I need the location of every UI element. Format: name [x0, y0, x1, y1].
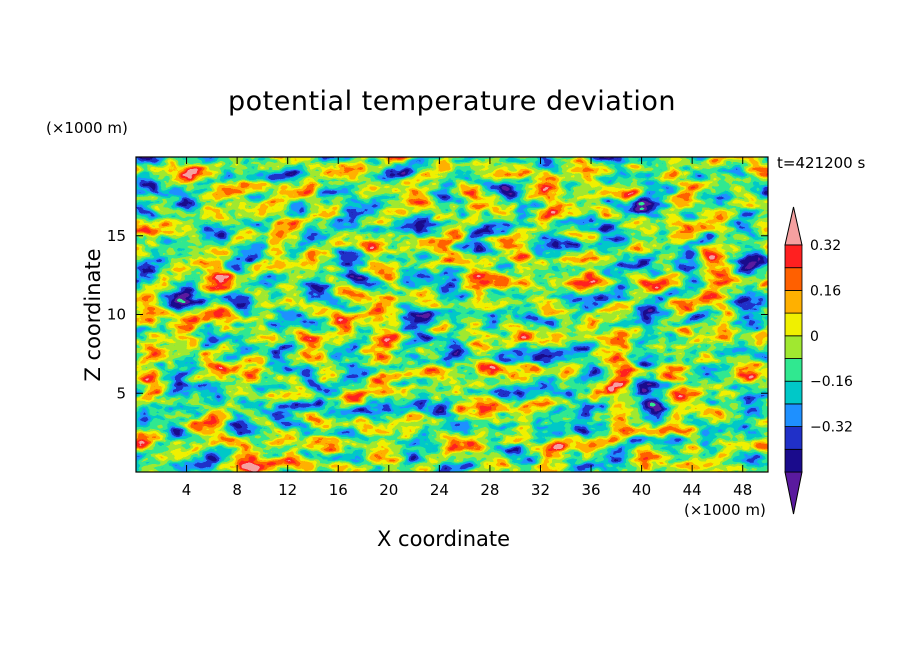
- z-tick-label: 10: [107, 306, 126, 324]
- x-tick-label: 4: [182, 481, 192, 499]
- colorbar-segment: [784, 267, 803, 291]
- x-tick-label: 32: [531, 481, 550, 499]
- z-axis-unit: (×1000 m): [46, 119, 128, 137]
- x-tick-label: 12: [278, 481, 297, 499]
- x-tick-label: 28: [480, 481, 499, 499]
- x-axis-label: X coordinate: [377, 527, 511, 551]
- colorbar-segment: [784, 448, 803, 473]
- chart-title: potential temperature deviation: [228, 86, 676, 117]
- colorbar-segment: [784, 358, 803, 382]
- time-label: t=421200 s: [777, 154, 866, 172]
- x-tick-label: 48: [733, 481, 752, 499]
- z-tick-label: 15: [107, 227, 126, 245]
- x-tick-label: 44: [683, 481, 702, 499]
- z-tick-label: 5: [116, 384, 126, 402]
- x-tick-label: 36: [581, 481, 600, 499]
- colorbar-max-triangle: [784, 206, 803, 246]
- x-axis-unit: (×1000 m): [684, 501, 766, 519]
- x-ticks: 4 8 12 16 20 24 28 32 36 40 44 48: [182, 157, 752, 499]
- colorbar-tick-label: 0.16: [810, 283, 841, 299]
- colorbar-segment: [784, 312, 803, 337]
- x-tick-label: 16: [329, 481, 348, 499]
- x-tick-label: 20: [379, 481, 398, 499]
- colorbar-tick-label: 0: [810, 329, 819, 345]
- z-ticks: 5 10 15: [107, 227, 768, 402]
- colorbar-segment: [784, 289, 803, 314]
- colorbar-segment: [784, 426, 803, 450]
- colorbar-segment: [784, 335, 803, 359]
- x-tick-label: 24: [430, 481, 449, 499]
- colorbar-segment: [784, 244, 803, 269]
- colorbar-tick-label: −0.16: [810, 374, 853, 390]
- x-tick-label: 40: [632, 481, 651, 499]
- colorbar-segment: [784, 380, 803, 405]
- colorbar-min-triangle: [784, 471, 803, 515]
- contour-field: [136, 157, 768, 472]
- colorbar-segment: [784, 403, 803, 427]
- colorbar-tick-label: −0.32: [810, 420, 853, 436]
- contour-band-11: [136, 157, 768, 472]
- x-tick-label: 8: [232, 481, 242, 499]
- colorbar: −0.32 −0.16 0 0.16 0.32: [784, 206, 853, 515]
- colorbar-tick-label: 0.32: [810, 238, 841, 254]
